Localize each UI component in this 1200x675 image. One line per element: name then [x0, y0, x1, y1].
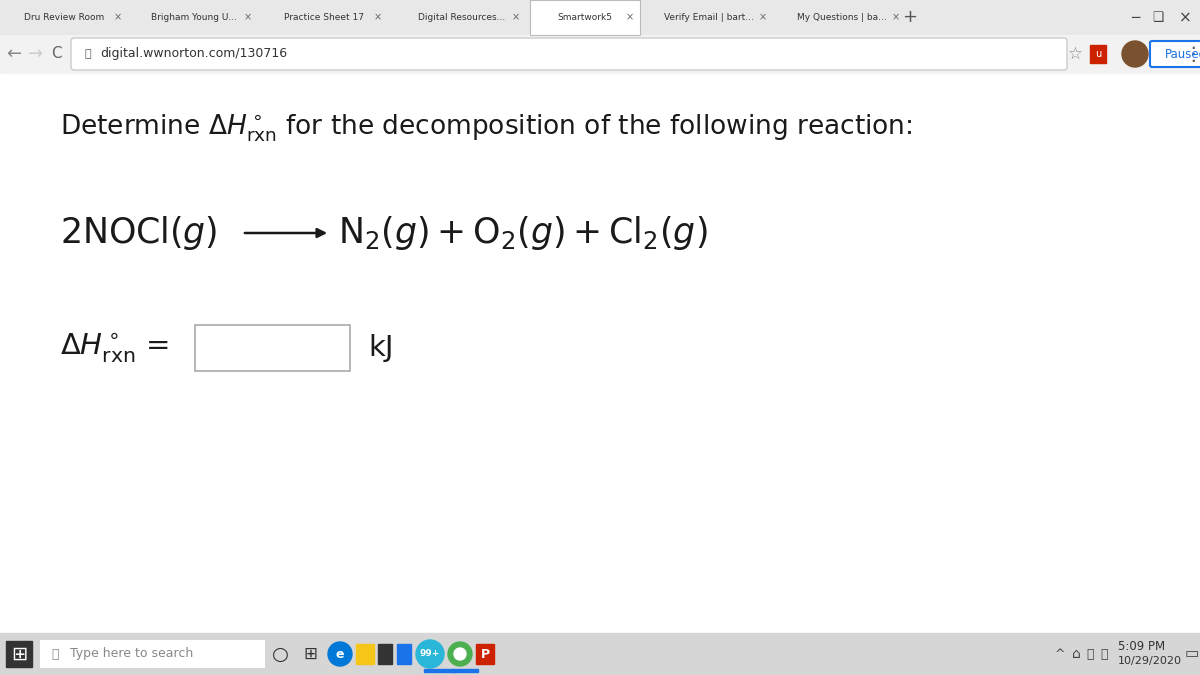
Text: Practice Sheet 17: Practice Sheet 17 — [284, 13, 364, 22]
Text: u: u — [1094, 49, 1102, 59]
Text: e: e — [336, 647, 344, 661]
Text: ←: ← — [6, 45, 22, 63]
Text: 🔊: 🔊 — [1100, 647, 1108, 661]
Text: ⋮: ⋮ — [1183, 45, 1200, 63]
Bar — [778, 0, 906, 35]
Bar — [0, 35, 1200, 73]
FancyBboxPatch shape — [1150, 41, 1200, 67]
Text: ×: × — [114, 13, 122, 22]
Text: ×: × — [244, 13, 252, 22]
Bar — [194, 325, 350, 371]
Text: Digital Resources...: Digital Resources... — [419, 13, 505, 22]
Bar — [130, 0, 258, 35]
Circle shape — [454, 648, 466, 660]
Bar — [260, 0, 388, 35]
Bar — [452, 669, 478, 672]
Text: kJ: kJ — [368, 334, 394, 362]
Text: Paused: Paused — [1165, 47, 1200, 61]
Bar — [40, 640, 265, 668]
Text: $\mathregular{N}_2(g) + \mathregular{O}_2(g) + \mathregular{Cl}_2(g)$: $\mathregular{N}_2(g) + \mathregular{O}_… — [338, 214, 708, 252]
Text: ❑: ❑ — [1152, 11, 1164, 24]
Text: 10/29/2020: 10/29/2020 — [1118, 656, 1182, 666]
Bar — [378, 644, 392, 664]
Text: C: C — [50, 47, 61, 61]
Text: digital.wwnorton.com/130716: digital.wwnorton.com/130716 — [100, 47, 287, 61]
Bar — [424, 669, 454, 672]
Text: +: + — [902, 9, 918, 26]
Text: $\mathregular{2NOCl}(g)$: $\mathregular{2NOCl}(g)$ — [60, 214, 217, 252]
Bar — [0, 633, 1200, 675]
Text: ⊞: ⊞ — [304, 645, 317, 663]
Text: 🔒: 🔒 — [85, 49, 91, 59]
Bar — [530, 0, 640, 35]
Text: ×: × — [1178, 10, 1192, 25]
FancyBboxPatch shape — [71, 38, 1067, 70]
Circle shape — [448, 642, 472, 666]
Text: Dru Review Room: Dru Review Room — [24, 13, 104, 22]
Text: ○: ○ — [271, 645, 288, 664]
Bar — [356, 644, 374, 664]
Bar — [0, 0, 128, 35]
Text: ^: ^ — [1055, 647, 1066, 661]
Text: 🔍: 🔍 — [52, 647, 59, 661]
Text: ⊞: ⊞ — [11, 645, 28, 664]
Text: P: P — [480, 647, 490, 661]
Circle shape — [328, 642, 352, 666]
Bar — [398, 0, 526, 35]
Bar — [6, 641, 32, 667]
Text: →: → — [29, 45, 43, 63]
Bar — [1090, 45, 1106, 63]
Text: Verify Email | bart...: Verify Email | bart... — [664, 13, 754, 22]
Circle shape — [1122, 41, 1148, 67]
Bar — [476, 644, 494, 664]
Text: Type here to search: Type here to search — [70, 647, 193, 661]
Text: ×: × — [512, 13, 520, 22]
Text: ⌂: ⌂ — [1072, 647, 1080, 661]
Text: My Questions | ba...: My Questions | ba... — [797, 13, 887, 22]
Text: 📶: 📶 — [1086, 647, 1093, 661]
Text: ☆: ☆ — [1068, 45, 1082, 63]
Text: ▭: ▭ — [1184, 647, 1199, 662]
Text: ×: × — [758, 13, 767, 22]
Bar — [0, 0, 1200, 35]
Text: 5:09 PM: 5:09 PM — [1118, 641, 1165, 653]
Bar — [646, 0, 773, 35]
Text: ×: × — [374, 13, 382, 22]
Circle shape — [416, 640, 444, 668]
Text: ─: ─ — [1130, 11, 1139, 24]
Bar — [397, 644, 410, 664]
Text: Smartwork5: Smartwork5 — [558, 13, 612, 22]
Bar — [530, 0, 640, 35]
Text: $\Delta H^\circ_{\mathregular{rxn}}$ =: $\Delta H^\circ_{\mathregular{rxn}}$ = — [60, 331, 169, 365]
Text: ×: × — [626, 13, 634, 22]
Text: 99+: 99+ — [420, 649, 440, 659]
Text: Determine $\Delta H^\circ_{\mathregular{rxn}}$ for the decomposition of the foll: Determine $\Delta H^\circ_{\mathregular{… — [60, 112, 912, 144]
Text: Brigham Young U...: Brigham Young U... — [151, 13, 238, 22]
Text: ×: × — [892, 13, 900, 22]
Bar — [0, 73, 1200, 633]
